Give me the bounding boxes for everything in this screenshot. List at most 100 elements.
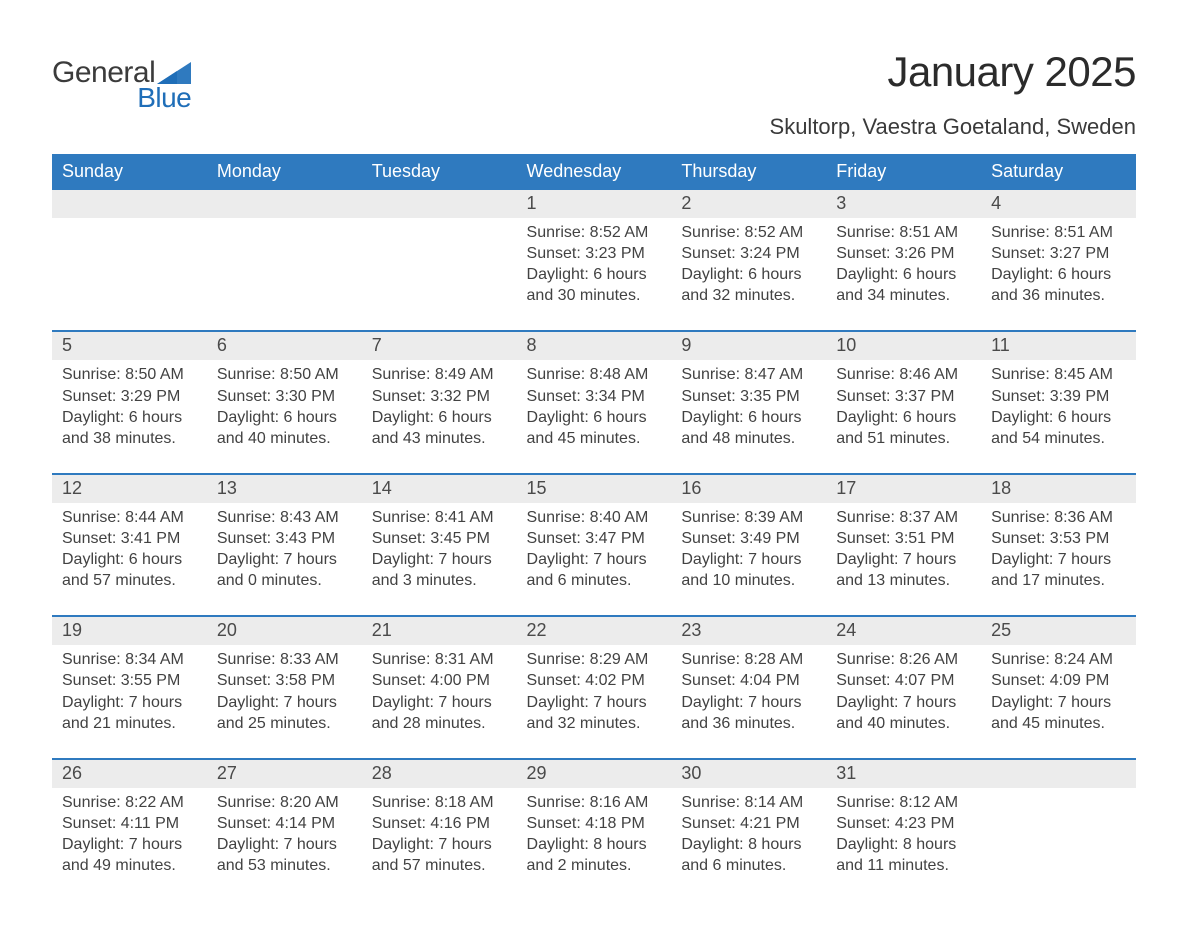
daylight-text-line2: and 25 minutes. — [217, 713, 352, 734]
daylight-text-line1: Daylight: 6 hours — [527, 407, 662, 428]
daylight-text-line1: Daylight: 7 hours — [527, 692, 662, 713]
sunrise-text: Sunrise: 8:20 AM — [217, 792, 352, 813]
calendar-body: 1234Sunrise: 8:52 AMSunset: 3:23 PMDayli… — [52, 190, 1136, 900]
empty-day-number — [362, 190, 517, 218]
day-cell: Sunrise: 8:34 AMSunset: 3:55 PMDaylight:… — [52, 645, 207, 758]
sunrise-text: Sunrise: 8:40 AM — [527, 507, 662, 528]
daylight-text-line2: and 30 minutes. — [527, 285, 662, 306]
sunrise-text: Sunrise: 8:51 AM — [991, 222, 1126, 243]
day-cell: Sunrise: 8:37 AMSunset: 3:51 PMDaylight:… — [826, 503, 981, 616]
weekday-row: Sunday Monday Tuesday Wednesday Thursday… — [52, 154, 1136, 190]
daylight-text-line1: Daylight: 7 hours — [372, 549, 507, 570]
sunset-text: Sunset: 4:23 PM — [836, 813, 971, 834]
daylight-text-line2: and 0 minutes. — [217, 570, 352, 591]
sunrise-text: Sunrise: 8:44 AM — [62, 507, 197, 528]
daylight-text-line2: and 32 minutes. — [681, 285, 816, 306]
empty-day-cell — [362, 218, 517, 331]
sunrise-text: Sunrise: 8:52 AM — [681, 222, 816, 243]
day-content-row: Sunrise: 8:52 AMSunset: 3:23 PMDaylight:… — [52, 218, 1136, 331]
weekday-header: Wednesday — [517, 154, 672, 190]
daylight-text-line2: and 34 minutes. — [836, 285, 971, 306]
sunset-text: Sunset: 4:02 PM — [527, 670, 662, 691]
daylight-text-line2: and 36 minutes. — [681, 713, 816, 734]
daylight-text-line1: Daylight: 8 hours — [836, 834, 971, 855]
sunset-text: Sunset: 3:37 PM — [836, 386, 971, 407]
day-number: 31 — [826, 760, 981, 788]
day-content-row: Sunrise: 8:34 AMSunset: 3:55 PMDaylight:… — [52, 645, 1136, 758]
sunset-text: Sunset: 3:30 PM — [217, 386, 352, 407]
daylight-text-line2: and 54 minutes. — [991, 428, 1126, 449]
sunset-text: Sunset: 4:04 PM — [681, 670, 816, 691]
daylight-text-line2: and 6 minutes. — [681, 855, 816, 876]
day-cell: Sunrise: 8:49 AMSunset: 3:32 PMDaylight:… — [362, 360, 517, 473]
day-number: 11 — [981, 332, 1136, 360]
daylight-text-line1: Daylight: 6 hours — [527, 264, 662, 285]
day-number: 17 — [826, 475, 981, 503]
empty-day-cell — [207, 218, 362, 331]
daylight-text-line2: and 2 minutes. — [527, 855, 662, 876]
day-number: 13 — [207, 475, 362, 503]
day-cell: Sunrise: 8:36 AMSunset: 3:53 PMDaylight:… — [981, 503, 1136, 616]
day-cell: Sunrise: 8:46 AMSunset: 3:37 PMDaylight:… — [826, 360, 981, 473]
sunset-text: Sunset: 4:16 PM — [372, 813, 507, 834]
daylight-text-line1: Daylight: 7 hours — [991, 692, 1126, 713]
brand-logo-text: General Blue — [52, 58, 191, 112]
day-cell: Sunrise: 8:45 AMSunset: 3:39 PMDaylight:… — [981, 360, 1136, 473]
brand-logo: General Blue — [52, 48, 191, 112]
day-cell: Sunrise: 8:44 AMSunset: 3:41 PMDaylight:… — [52, 503, 207, 616]
weekday-header: Tuesday — [362, 154, 517, 190]
daylight-text-line2: and 45 minutes. — [527, 428, 662, 449]
daylight-text-line1: Daylight: 6 hours — [836, 407, 971, 428]
day-number-row: 567891011 — [52, 332, 1136, 360]
daylight-text-line1: Daylight: 6 hours — [62, 549, 197, 570]
day-number: 14 — [362, 475, 517, 503]
sunset-text: Sunset: 3:53 PM — [991, 528, 1126, 549]
day-number: 30 — [671, 760, 826, 788]
day-number-row: 19202122232425 — [52, 617, 1136, 645]
daylight-text-line2: and 36 minutes. — [991, 285, 1126, 306]
day-number: 12 — [52, 475, 207, 503]
sunrise-text: Sunrise: 8:22 AM — [62, 792, 197, 813]
day-number-row: 1234 — [52, 190, 1136, 218]
weekday-header: Friday — [826, 154, 981, 190]
day-content-row: Sunrise: 8:22 AMSunset: 4:11 PMDaylight:… — [52, 788, 1136, 900]
weekday-header: Saturday — [981, 154, 1136, 190]
empty-day-cell — [52, 218, 207, 331]
day-number: 20 — [207, 617, 362, 645]
weekday-header: Sunday — [52, 154, 207, 190]
daylight-text-line2: and 28 minutes. — [372, 713, 507, 734]
day-number: 5 — [52, 332, 207, 360]
daylight-text-line1: Daylight: 8 hours — [527, 834, 662, 855]
sunset-text: Sunset: 3:55 PM — [62, 670, 197, 691]
sunrise-text: Sunrise: 8:49 AM — [372, 364, 507, 385]
day-cell: Sunrise: 8:51 AMSunset: 3:27 PMDaylight:… — [981, 218, 1136, 331]
weekday-header: Monday — [207, 154, 362, 190]
sunrise-text: Sunrise: 8:45 AM — [991, 364, 1126, 385]
sunset-text: Sunset: 4:09 PM — [991, 670, 1126, 691]
day-number: 19 — [52, 617, 207, 645]
day-cell: Sunrise: 8:41 AMSunset: 3:45 PMDaylight:… — [362, 503, 517, 616]
sunset-text: Sunset: 4:00 PM — [372, 670, 507, 691]
day-number: 18 — [981, 475, 1136, 503]
sunset-text: Sunset: 3:41 PM — [62, 528, 197, 549]
daylight-text-line1: Daylight: 7 hours — [372, 834, 507, 855]
day-number: 9 — [671, 332, 826, 360]
daylight-text-line2: and 11 minutes. — [836, 855, 971, 876]
day-number: 3 — [826, 190, 981, 218]
daylight-text-line2: and 38 minutes. — [62, 428, 197, 449]
daylight-text-line1: Daylight: 7 hours — [372, 692, 507, 713]
flag-icon — [157, 62, 191, 84]
month-title: January 2025 — [770, 48, 1136, 96]
day-cell: Sunrise: 8:52 AMSunset: 3:24 PMDaylight:… — [671, 218, 826, 331]
daylight-text-line1: Daylight: 6 hours — [217, 407, 352, 428]
sunset-text: Sunset: 4:14 PM — [217, 813, 352, 834]
daylight-text-line2: and 53 minutes. — [217, 855, 352, 876]
title-block: January 2025 Skultorp, Vaestra Goetaland… — [770, 48, 1136, 140]
sunrise-text: Sunrise: 8:29 AM — [527, 649, 662, 670]
day-number: 7 — [362, 332, 517, 360]
day-number: 28 — [362, 760, 517, 788]
sunrise-text: Sunrise: 8:37 AM — [836, 507, 971, 528]
sunset-text: Sunset: 3:43 PM — [217, 528, 352, 549]
empty-day-number — [207, 190, 362, 218]
sunset-text: Sunset: 4:07 PM — [836, 670, 971, 691]
